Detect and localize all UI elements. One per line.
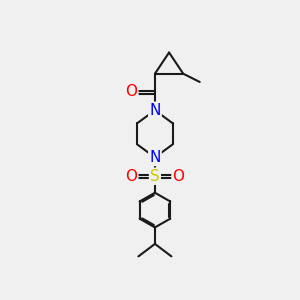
Text: O: O [172,169,184,184]
Text: N: N [149,150,160,165]
Text: N: N [149,103,160,118]
Text: S: S [150,169,160,184]
Text: O: O [125,84,137,99]
Text: O: O [125,169,137,184]
